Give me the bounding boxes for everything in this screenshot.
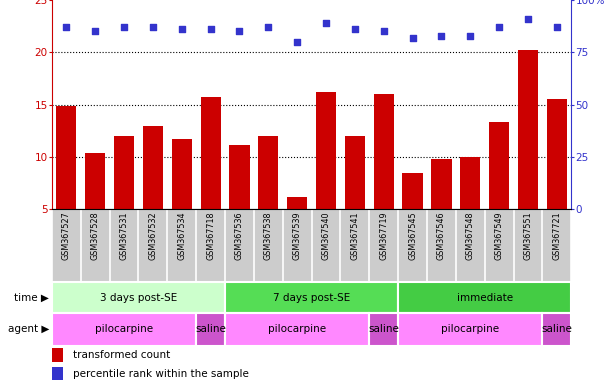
Bar (460, 157, 480, 262)
Bar (258, 136, 279, 262)
Bar (316, 92, 336, 262)
Text: GSM367527: GSM367527 (62, 212, 71, 260)
Bar (431, 159, 452, 262)
Text: percentile rank within the sample: percentile rank within the sample (73, 369, 249, 379)
Point (408, 35, 417, 41)
Point (263, 24, 273, 30)
Text: GSM367721: GSM367721 (552, 212, 562, 260)
Bar (345, 136, 365, 262)
Text: pilocarpine: pilocarpine (268, 324, 326, 334)
Text: 7 days post-SE: 7 days post-SE (273, 293, 350, 303)
Text: transformed count: transformed count (73, 350, 170, 360)
Point (379, 28, 389, 35)
Text: GSM367534: GSM367534 (177, 212, 186, 260)
Bar (143, 126, 163, 262)
Text: GSM367532: GSM367532 (148, 212, 158, 260)
Text: pilocarpine: pilocarpine (441, 324, 499, 334)
Text: 3 days post-SE: 3 days post-SE (100, 293, 177, 303)
Bar (369, 313, 398, 346)
Text: time ▶: time ▶ (14, 293, 49, 303)
Point (177, 26, 187, 32)
Text: GSM367540: GSM367540 (321, 212, 331, 260)
Point (235, 28, 244, 35)
Text: GSM367541: GSM367541 (350, 212, 359, 260)
Point (206, 26, 216, 32)
Point (90, 28, 100, 35)
Point (437, 33, 447, 39)
Bar (287, 197, 307, 262)
Bar (85, 153, 105, 262)
Bar (114, 136, 134, 262)
Bar (543, 313, 571, 346)
Point (148, 24, 158, 30)
Bar (172, 139, 192, 262)
Text: GSM367551: GSM367551 (524, 212, 533, 260)
Text: GSM367719: GSM367719 (379, 212, 388, 260)
Bar (52, 367, 63, 380)
Text: GSM367539: GSM367539 (293, 212, 302, 260)
Bar (547, 99, 567, 262)
Text: saline: saline (541, 324, 573, 334)
Text: saline: saline (195, 324, 226, 334)
Bar (56, 106, 76, 262)
Text: GSM367536: GSM367536 (235, 212, 244, 260)
Point (321, 20, 331, 26)
Bar (225, 282, 398, 313)
Bar (52, 313, 196, 346)
Point (62, 24, 71, 30)
Text: saline: saline (368, 324, 399, 334)
Point (523, 16, 533, 22)
Text: GSM367548: GSM367548 (466, 212, 475, 260)
Point (350, 26, 360, 32)
Point (292, 39, 302, 45)
Bar (518, 50, 538, 262)
Text: pilocarpine: pilocarpine (95, 324, 153, 334)
Text: GSM367531: GSM367531 (120, 212, 128, 260)
Text: GSM367546: GSM367546 (437, 212, 446, 260)
Bar (403, 173, 423, 262)
Point (552, 24, 562, 30)
Text: GSM367549: GSM367549 (495, 212, 503, 260)
Text: GSM367538: GSM367538 (264, 212, 273, 260)
Point (119, 24, 129, 30)
Bar (374, 94, 394, 262)
Bar (52, 282, 225, 313)
Bar (225, 313, 369, 346)
Text: GSM367545: GSM367545 (408, 212, 417, 260)
Bar (200, 97, 221, 262)
Text: agent ▶: agent ▶ (7, 324, 49, 334)
Bar (196, 313, 225, 346)
Point (466, 33, 475, 39)
Bar (398, 282, 571, 313)
Text: GSM367718: GSM367718 (206, 212, 215, 260)
Bar (52, 348, 63, 362)
Text: immediate: immediate (456, 293, 513, 303)
Text: GSM367528: GSM367528 (90, 212, 100, 260)
Bar (229, 146, 249, 262)
Bar (489, 122, 509, 262)
Point (494, 24, 504, 30)
Bar (398, 313, 543, 346)
